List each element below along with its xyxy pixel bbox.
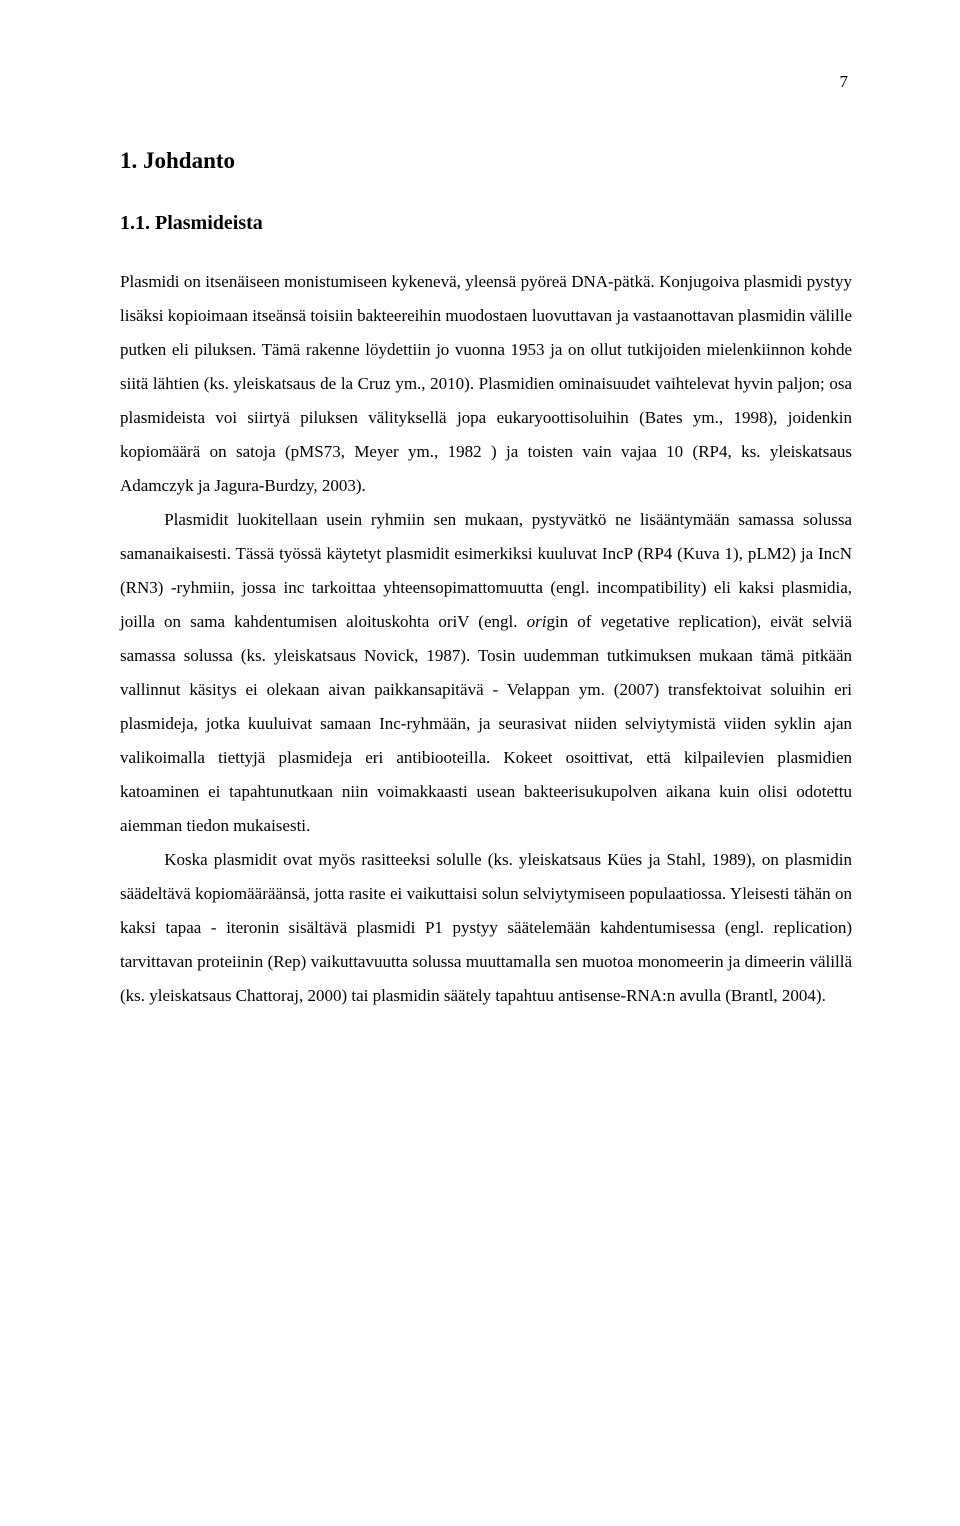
italic-run: ori bbox=[527, 612, 547, 631]
heading-2: 1.1. Plasmideista bbox=[120, 212, 852, 235]
page-number: 7 bbox=[120, 72, 852, 92]
paragraph: Plasmidit luokitellaan usein ryhmiin sen… bbox=[120, 503, 852, 843]
body-text: Plasmidi on itsenäiseen monistumiseen ky… bbox=[120, 265, 852, 1013]
paragraph: Plasmidi on itsenäiseen monistumiseen ky… bbox=[120, 265, 852, 503]
text-run: gin of bbox=[546, 612, 600, 631]
text-run: egetative replication), eivät selviä sam… bbox=[120, 612, 852, 835]
text-run: Koska plasmidit ovat myös rasitteeksi so… bbox=[120, 850, 852, 1005]
italic-run: v bbox=[601, 612, 609, 631]
heading-1: 1. Johdanto bbox=[120, 148, 852, 174]
text-run: Plasmidi on itsenäiseen monistumiseen ky… bbox=[120, 272, 852, 495]
paragraph: Koska plasmidit ovat myös rasitteeksi so… bbox=[120, 843, 852, 1013]
